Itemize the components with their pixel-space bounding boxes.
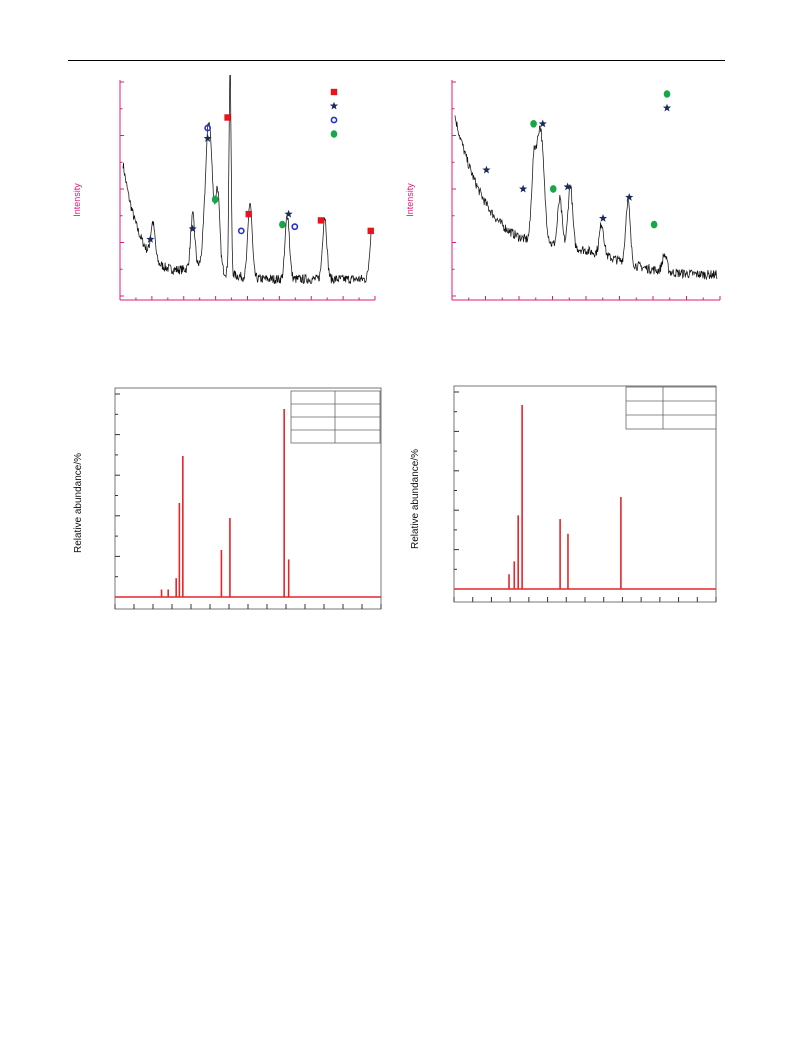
legend-star-symbol <box>329 101 339 110</box>
stick-spectrum-c: Relative abundance/% <box>73 387 382 610</box>
legend-square-symbol <box>330 88 338 96</box>
legend-star-symbol <box>662 103 672 112</box>
ylabel-c: Relative abundance/% <box>73 453 84 553</box>
star-marker <box>188 224 197 233</box>
square-marker <box>224 114 231 121</box>
square-marker <box>245 210 252 218</box>
star-marker <box>563 182 572 191</box>
legend-open-circle-symbol <box>330 116 338 124</box>
star-marker <box>284 209 293 218</box>
star-marker <box>482 165 491 174</box>
star-marker <box>598 214 608 222</box>
open-circle-marker <box>204 124 212 132</box>
star-marker <box>538 119 547 128</box>
diffraction-trace <box>454 115 718 281</box>
square-marker <box>317 217 325 224</box>
ylabel-a: Intensity <box>72 183 82 217</box>
ylabel-b: Intensity <box>405 183 415 217</box>
legend-dot-symbol <box>663 90 671 98</box>
xrd-pattern-a: Intensity <box>72 75 376 301</box>
legend-dot-symbol <box>330 130 338 138</box>
stick-spectrum-d: Relative abundance/% <box>410 385 717 603</box>
star-marker <box>625 193 634 201</box>
xrd-pattern-b: Intensity <box>405 80 721 301</box>
dot-marker <box>211 195 219 204</box>
open-circle-marker <box>291 223 299 231</box>
header-rule <box>68 60 725 61</box>
dot-marker <box>279 220 286 229</box>
dot-marker <box>650 220 658 229</box>
dot-marker <box>549 185 557 193</box>
dot-marker <box>530 120 537 128</box>
legend-table <box>625 386 717 430</box>
star-marker <box>146 235 155 243</box>
ylabel-d: Relative abundance/% <box>410 449 421 549</box>
square-marker <box>367 227 374 235</box>
star-marker <box>519 184 528 193</box>
open-circle-marker <box>237 227 245 235</box>
star-marker <box>203 134 212 142</box>
diffraction-trace <box>122 75 373 284</box>
